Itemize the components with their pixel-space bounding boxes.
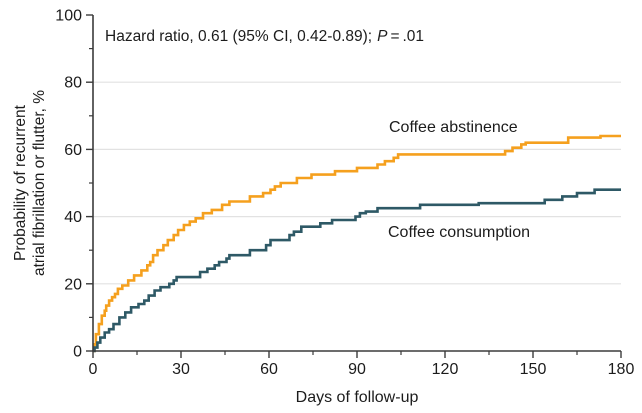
p-value: .01	[403, 28, 425, 45]
series-curve-coffee-consumption	[93, 188, 621, 353]
y-axis-tick-label-40: 40	[64, 209, 82, 226]
x-axis-tick-label-120: 120	[432, 361, 459, 378]
y-axis-tick-label-0: 0	[73, 344, 82, 361]
series-label-coffee-abstinence: Coffee abstinence	[389, 119, 518, 136]
y-axis-title-line2: atrial fibrillation or flutter, %	[31, 90, 48, 276]
x-axis-tick-label-150: 150	[520, 361, 547, 378]
hazard-ratio-text: Hazard ratio, 0.61 (95% CI, 0.42-0.89);	[105, 28, 372, 45]
hazard-ratio-annotation: Hazard ratio, 0.61 (95% CI, 0.42-0.89); P…	[105, 28, 424, 45]
x-axis-tick-label-0: 0	[89, 361, 98, 378]
y-axis-tick-label-20: 20	[64, 276, 82, 293]
x-axis-tick-label-90: 90	[348, 361, 366, 378]
p-symbol: P	[377, 28, 388, 45]
series-label-coffee-consumption: Coffee consumption	[388, 224, 530, 241]
x-axis-tick-label-30: 30	[172, 361, 190, 378]
chart-generated-layer: 0 20 40 60 80 100 0 30 60 90 120 150 180	[55, 8, 634, 379]
series-curve-coffee-abstinence	[93, 134, 621, 353]
x-axis-tick-label-180: 180	[608, 361, 635, 378]
y-axis-tick-label-80: 80	[64, 75, 82, 92]
p-equals: =	[390, 28, 399, 45]
y-axis-tick-label-60: 60	[64, 142, 82, 159]
x-axis-tick-label-60: 60	[260, 361, 278, 378]
y-axis-title-line1: Probability of recurrent	[12, 104, 29, 261]
x-axis-title: Days of follow-up	[296, 389, 419, 406]
y-axis-tick-label-100: 100	[55, 8, 82, 25]
